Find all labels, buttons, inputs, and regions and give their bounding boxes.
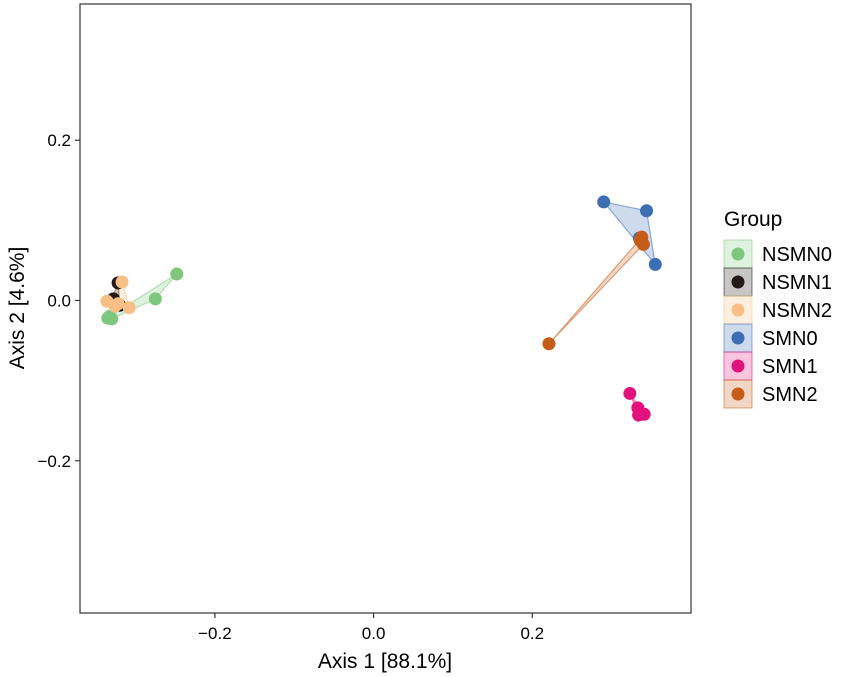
- point-smn0-1: [640, 204, 654, 218]
- point-nsmn0-4: [105, 312, 119, 326]
- point-smn1-4: [633, 406, 647, 420]
- y-tick-label: 0.2: [47, 131, 71, 150]
- legend-title: Group: [724, 208, 782, 231]
- y-tick-label: −0.2: [37, 452, 71, 471]
- legend-label-smn2: SMN2: [762, 384, 818, 406]
- y-tick-label: 0.0: [47, 291, 71, 310]
- point-smn0-3: [648, 257, 662, 271]
- legend-label-smn0: SMN0: [762, 328, 818, 350]
- legend: Group NSMN0 NSMN1 NSMN2 SMN0 SMN1 SMN2: [723, 208, 832, 409]
- y-axis-ticks: −0.2 0.0 0.2: [37, 131, 80, 471]
- x-axis-ticks: −0.2 0.0 0.2: [198, 613, 544, 643]
- point-smn2-0: [542, 337, 556, 351]
- x-tick-label: −0.2: [198, 624, 232, 643]
- legend-marker-smn0: [731, 331, 745, 345]
- x-axis-title: Axis 1 [88.1%]: [318, 650, 452, 673]
- plot-panel: [79, 3, 692, 614]
- legend-label-nsmn0: NSMN0: [762, 244, 832, 266]
- data-points: [100, 195, 662, 422]
- legend-label-nsmn2: NSMN2: [762, 300, 832, 322]
- legend-marker-nsmn0: [731, 247, 745, 261]
- x-tick-label: 0.2: [520, 624, 544, 643]
- point-smn2-4: [633, 233, 647, 247]
- point-smn1-0: [623, 386, 637, 400]
- point-smn0-0: [597, 195, 611, 209]
- legend-marker-nsmn1: [731, 275, 745, 289]
- legend-marker-smn2: [731, 387, 745, 401]
- legend-marker-smn1: [731, 359, 745, 373]
- point-nsmn2-0: [115, 275, 129, 289]
- legend-label-nsmn1: NSMN1: [762, 272, 832, 294]
- y-axis-title: Axis 2 [4.6%]: [6, 247, 29, 370]
- point-nsmn0-0: [170, 267, 184, 281]
- legend-marker-nsmn2: [731, 303, 745, 317]
- point-nsmn2-3: [108, 299, 122, 313]
- point-nsmn2-4: [122, 301, 136, 315]
- legend-label-smn1: SMN1: [762, 356, 818, 378]
- x-tick-label: 0.0: [362, 624, 386, 643]
- point-nsmn0-1: [148, 292, 162, 306]
